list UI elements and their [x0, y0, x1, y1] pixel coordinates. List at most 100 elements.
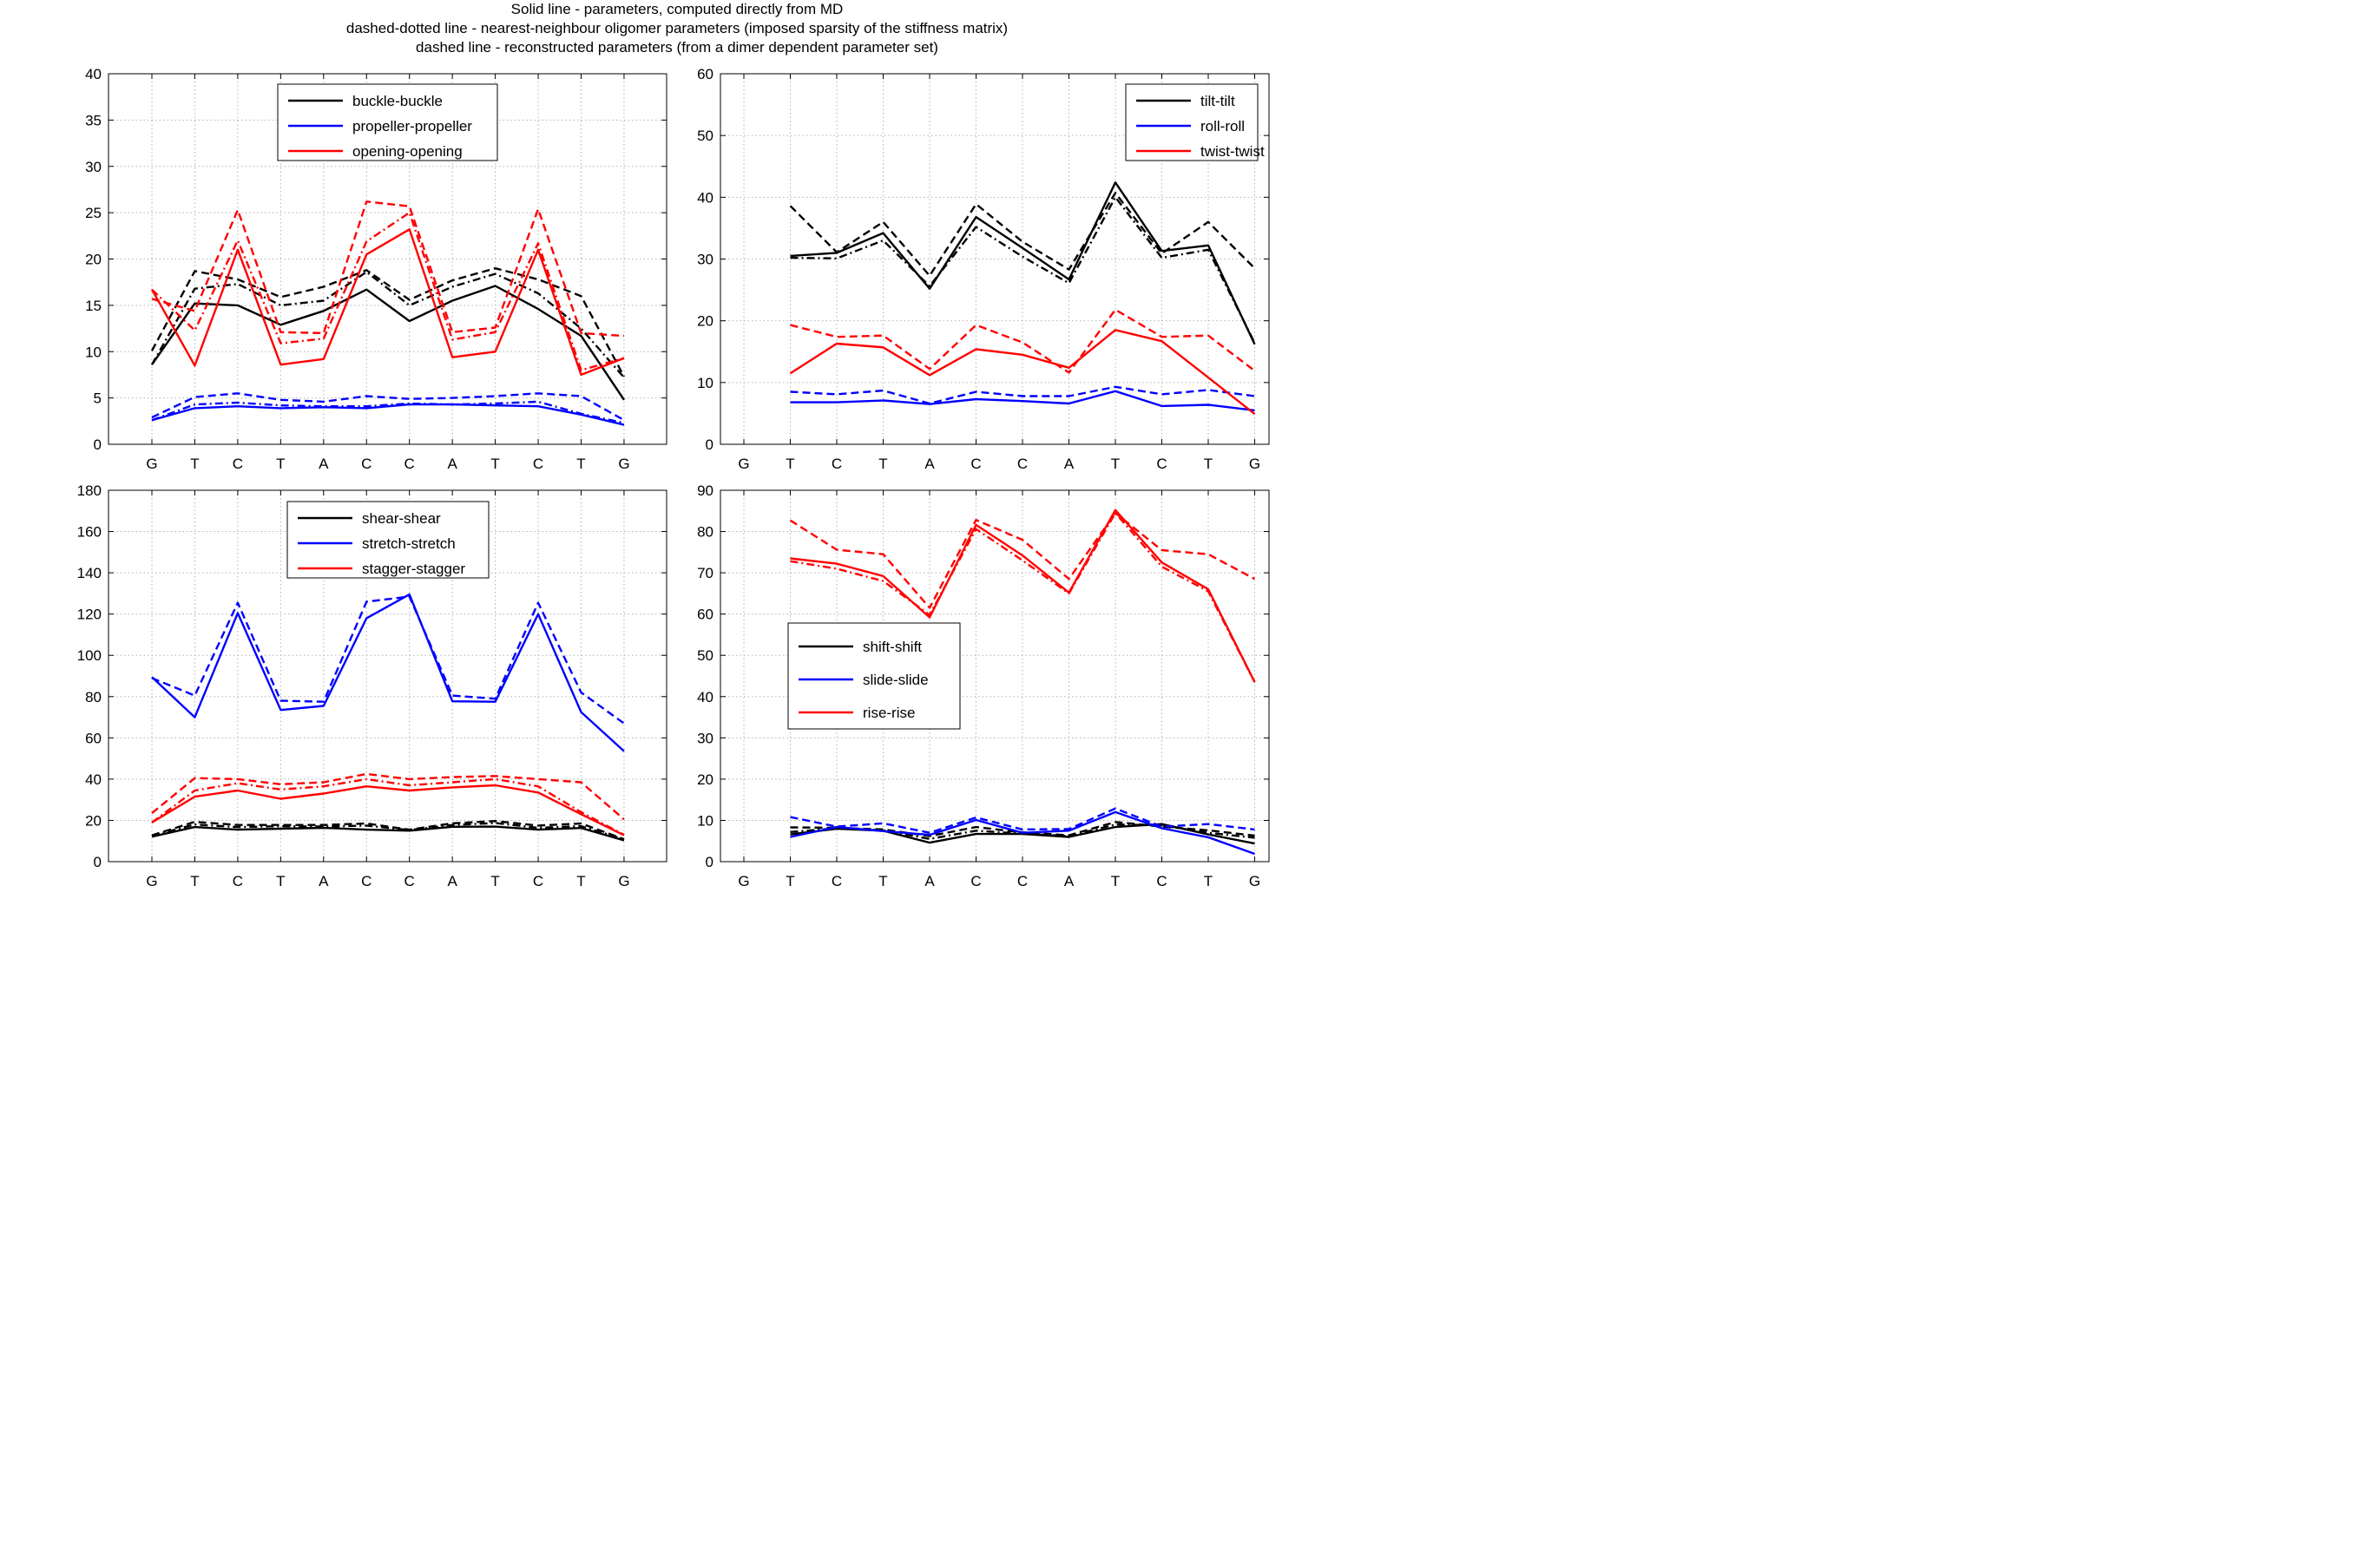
y-tick-label: 50 — [697, 647, 713, 664]
series-line-opening-opening-solid — [150, 228, 625, 377]
series-line-roll-roll-solid — [790, 390, 1255, 412]
series-line-slide-slide-solid — [790, 810, 1255, 856]
y-tick-label: 80 — [697, 524, 713, 541]
series-line-stretch-stretch-dashed — [151, 595, 625, 725]
series-line-buckle-buckle-dashdot — [150, 271, 625, 378]
x-tick-label: T — [190, 873, 199, 889]
x-tick-label: T — [878, 456, 887, 472]
x-tick-label: T — [1204, 456, 1213, 472]
legend-label: slide-slide — [863, 672, 929, 688]
series-line-rise-rise-solid — [790, 508, 1256, 683]
x-tick-label: G — [146, 873, 157, 889]
y-tick-label: 40 — [697, 189, 713, 206]
y-tick-label: 10 — [697, 375, 713, 391]
axes-box — [720, 489, 1270, 863]
y-tick-label: 5 — [94, 390, 102, 407]
series-line-slide-slide-dashed — [790, 807, 1255, 834]
x-tick-label: G — [738, 873, 749, 889]
x-tick-label: G — [1249, 873, 1260, 889]
x-tick-label: C — [1017, 873, 1028, 889]
series-line-tilt-tilt-solid — [790, 181, 1256, 345]
axes-box — [108, 73, 667, 445]
x-tick-label: C — [832, 456, 842, 472]
figure-title-line-3: dashed line - reconstructed parameters (… — [416, 39, 938, 56]
legend-box — [286, 501, 490, 579]
legend-label: opening-opening — [352, 143, 463, 160]
y-tick-label: 10 — [697, 812, 713, 829]
y-tick-label: 140 — [77, 565, 102, 581]
y-tick-label: 20 — [697, 313, 713, 330]
series-line-tilt-tilt-dashdot — [790, 196, 1256, 344]
series-line-stagger-stagger-dashed — [151, 772, 625, 821]
series-line-roll-roll-dashed — [790, 385, 1255, 405]
series-line-stagger-stagger-dashdot — [151, 777, 625, 836]
x-tick-label: A — [924, 873, 935, 889]
legend-box — [787, 622, 961, 730]
y-tick-label: 20 — [85, 252, 102, 268]
x-tick-label: T — [490, 873, 499, 889]
y-tick-label: 0 — [94, 854, 102, 870]
x-tick-label: C — [1156, 456, 1167, 472]
x-tick-label: C — [233, 456, 243, 472]
x-tick-label: G — [738, 456, 749, 472]
series-line-shear-shear-dashdot — [151, 822, 625, 841]
x-tick-label: C — [832, 873, 842, 889]
y-tick-label: 10 — [85, 344, 102, 360]
x-tick-label: T — [190, 456, 199, 472]
chart-panel-3: 0 20 40 60 80 100 120 140 160 180 G T C T A C C A T C T Gshea… — [77, 482, 667, 889]
series-line-stagger-stagger-solid — [151, 784, 625, 836]
x-tick-label: A — [447, 456, 457, 472]
legend-label: tilt-tilt — [1200, 93, 1235, 109]
x-tick-label: C — [361, 456, 372, 472]
x-tick-label: C — [533, 456, 543, 472]
x-tick-label: C — [1017, 456, 1028, 472]
figure-title: Solid line - parameters, computed direct… — [0, 0, 1354, 57]
legend-label: rise-rise — [863, 705, 915, 721]
x-tick-label: C — [404, 456, 415, 472]
chart-panel-4: 0 10 20 30 40 50 60 70 80 90 G T C T A C C A T C T Gshift-shi… — [697, 482, 1270, 889]
series-line-shear-shear-solid — [151, 825, 625, 842]
x-tick-label: A — [1064, 456, 1075, 472]
y-tick-label: 60 — [697, 607, 713, 623]
chart-panel-1: 0 5 10 15 20 25 30 35 40 G T C T A C C A T C T Gbuckle-buckl… — [85, 66, 667, 472]
series-line-opening-opening-dashed — [151, 200, 625, 338]
y-tick-label: 40 — [85, 771, 102, 788]
x-tick-label: T — [878, 873, 887, 889]
legend-box — [277, 83, 498, 161]
y-tick-label: 60 — [697, 66, 713, 82]
legend-label: twist-twist — [1200, 143, 1265, 160]
y-tick-label: 35 — [85, 112, 102, 128]
series-line-twist-twist-solid — [789, 329, 1256, 416]
y-tick-label: 120 — [77, 607, 102, 623]
x-tick-label: G — [618, 456, 629, 472]
x-tick-label: C — [361, 873, 372, 889]
legend-label: stretch-stretch — [362, 535, 456, 552]
x-tick-label: T — [1111, 456, 1120, 472]
series-line-opening-opening-dashdot — [151, 211, 625, 371]
y-tick-label: 160 — [77, 524, 102, 541]
x-tick-label: T — [576, 456, 585, 472]
y-tick-label: 50 — [697, 128, 713, 144]
y-tick-label: 20 — [85, 812, 102, 829]
legend: buckle-buckle propeller-propeller opening-… — [277, 83, 498, 161]
x-tick-label: T — [576, 873, 585, 889]
legend: tilt-tilt roll-roll twist-twist — [1125, 83, 1265, 161]
x-tick-label: T — [490, 456, 499, 472]
legend-label: propeller-propeller — [352, 118, 472, 134]
x-tick-label: A — [319, 873, 329, 889]
x-tick-label: A — [924, 456, 935, 472]
y-tick-label: 30 — [697, 252, 713, 268]
y-tick-label: 30 — [85, 159, 102, 175]
y-tick-label: 0 — [706, 854, 713, 870]
x-tick-label: G — [618, 873, 629, 889]
legend-label: buckle-buckle — [352, 93, 443, 109]
x-tick-label: C — [404, 873, 415, 889]
series-line-rise-rise-dashed — [789, 512, 1256, 609]
figure-title-line-2: dashed-dotted line - nearest-neighbour o… — [345, 20, 1009, 36]
y-tick-label: 60 — [85, 730, 102, 746]
x-tick-label: C — [1156, 873, 1167, 889]
x-tick-label: T — [1204, 873, 1213, 889]
x-tick-label: A — [1064, 873, 1075, 889]
legend: shift-shift slide-slide rise-rise — [787, 622, 961, 730]
